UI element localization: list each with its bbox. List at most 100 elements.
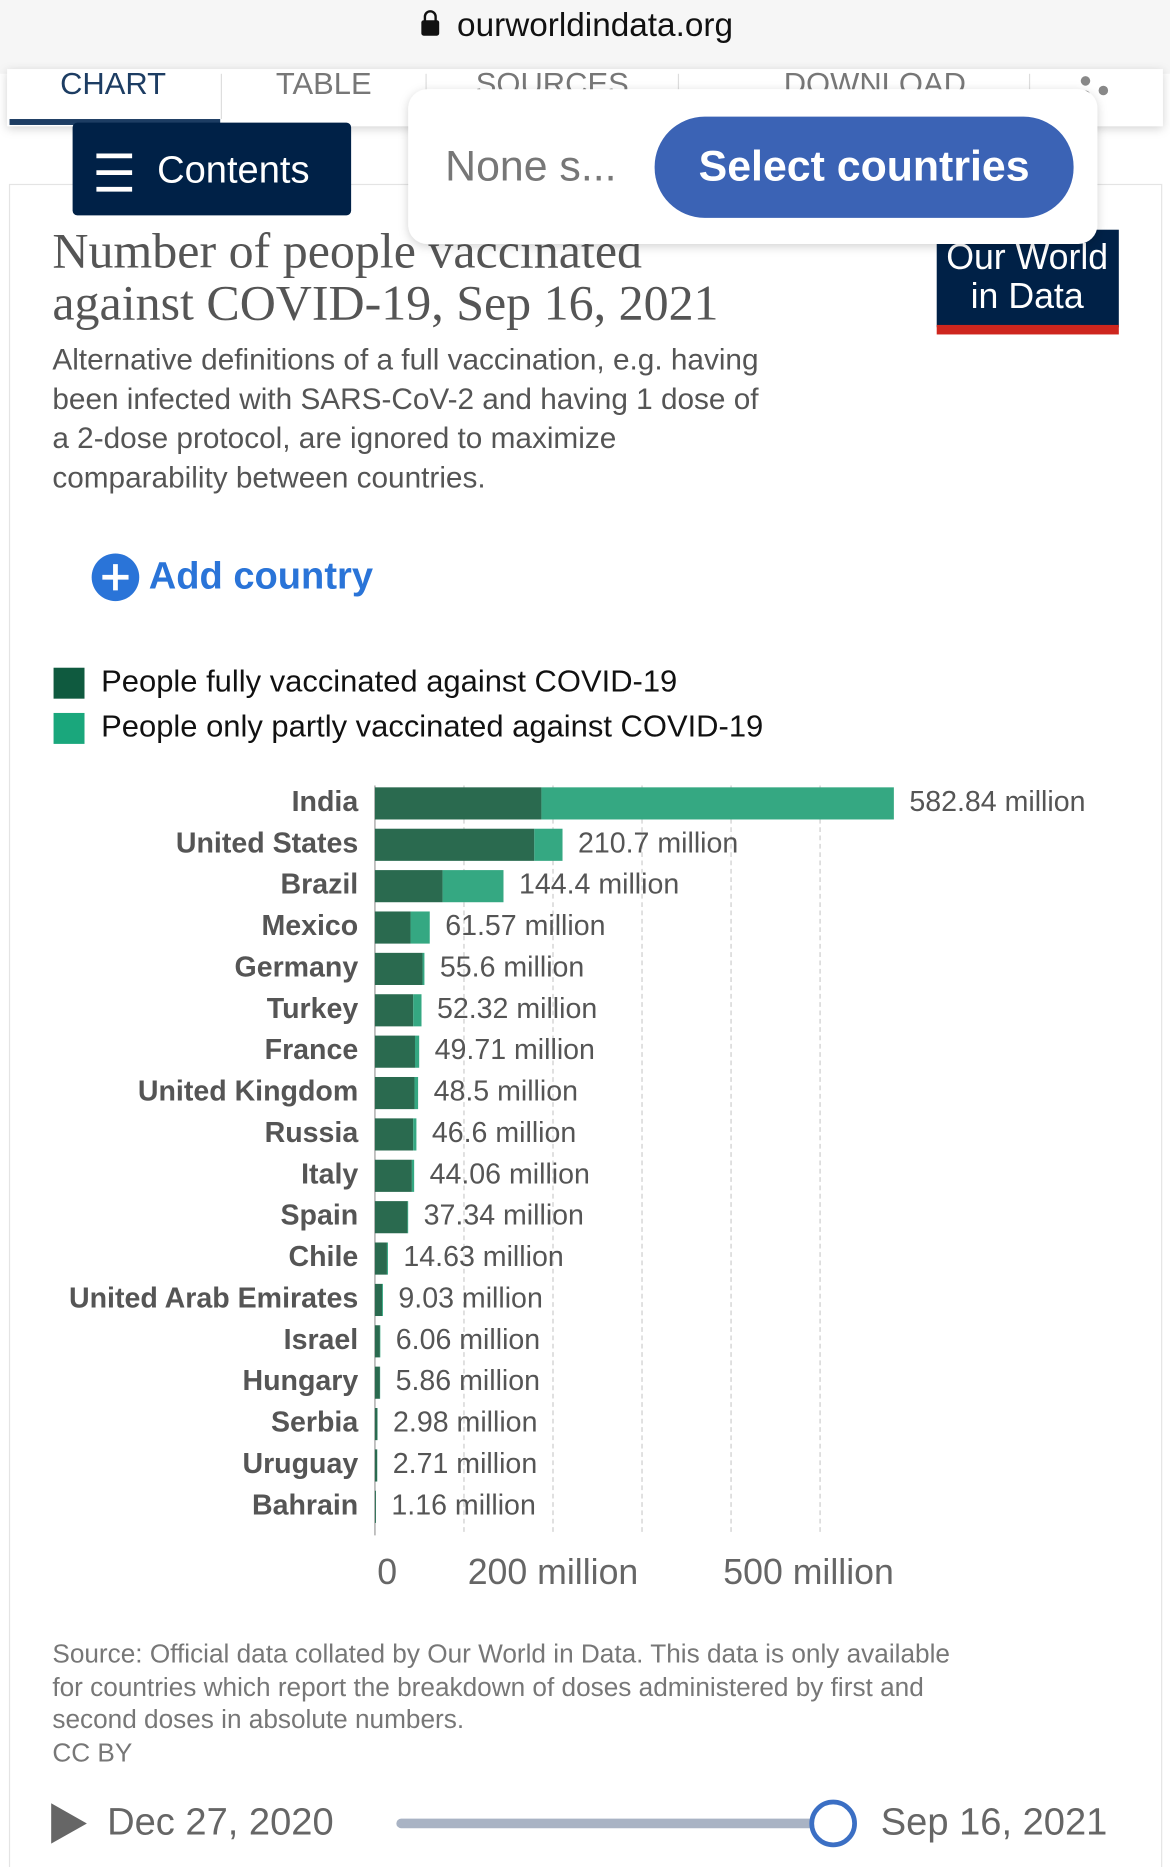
chart-title: against COVID-19, Sep 16, 2021	[52, 275, 718, 331]
bar-segment	[374, 1449, 378, 1482]
select-countries-button[interactable]	[654, 116, 1074, 218]
bar-segment	[374, 1159, 412, 1192]
bar-segment	[374, 1201, 408, 1234]
active-tab-underline	[9, 119, 221, 125]
tab[interactable]: CHART	[60, 66, 166, 101]
menu-icon	[96, 153, 133, 192]
category-label: Uruguay	[242, 1448, 358, 1480]
add-country-icon[interactable]	[91, 553, 140, 602]
bar-segment	[422, 952, 425, 985]
category-label: France	[265, 1034, 359, 1066]
total-label: 144.4 million	[519, 869, 679, 901]
url[interactable]: ourworldindata.org	[457, 7, 733, 44]
bar-segment	[374, 1325, 380, 1358]
picker-placeholder[interactable]: None s...	[445, 142, 616, 190]
select-countries-label[interactable]: Select countries	[699, 142, 1030, 190]
total-label: 210.7 million	[578, 827, 738, 859]
bar-segment	[374, 1490, 376, 1523]
play-button[interactable]	[51, 1803, 87, 1844]
chart-card	[8, 183, 1163, 1867]
bar-segment	[374, 1283, 383, 1317]
total-label: 61.57 million	[445, 910, 605, 942]
category-label: Hungary	[242, 1365, 358, 1397]
bar-segment	[407, 1201, 409, 1234]
bar-segment	[442, 870, 504, 903]
category-label: United States	[176, 827, 358, 859]
bar-segment	[411, 1159, 415, 1192]
timeline-end: Sep 16, 2021	[881, 1802, 1108, 1844]
total-label: 48.5 million	[434, 1076, 578, 1108]
contents-label[interactable]: Contents	[157, 150, 309, 192]
chart-subtitle: Alternative definitions of a full vaccin…	[52, 344, 758, 377]
chart: People fully vaccinated against COVID-19…	[53, 663, 1085, 1592]
category-label: United Arab Emirates	[69, 1282, 358, 1314]
total-label: 55.6 million	[440, 951, 584, 983]
category-label: United Kingdom	[138, 1076, 358, 1108]
chart-subtitle: a 2-dose protocol, are ignored to maximi…	[52, 422, 616, 455]
bar-segment	[374, 994, 414, 1027]
category-label: Italy	[301, 1158, 358, 1190]
total-label: 582.84 million	[909, 786, 1085, 818]
bar-segment	[541, 787, 894, 820]
legend-label: People only partly vaccinated against CO…	[101, 709, 763, 744]
lock-icon	[421, 10, 440, 36]
bar-segment	[414, 1076, 419, 1110]
category-label: Turkey	[267, 993, 359, 1025]
bar-segment	[374, 1118, 414, 1151]
bar-segment	[374, 1366, 380, 1399]
logo[interactable]	[936, 229, 1119, 328]
total-label: 2.98 million	[393, 1407, 537, 1439]
category-label: Germany	[234, 951, 358, 983]
category-label: Spain	[281, 1200, 359, 1232]
legend-swatch	[53, 712, 85, 744]
x-tick-label: 500 million	[723, 1552, 894, 1592]
total-label: 2.71 million	[393, 1448, 537, 1480]
browser-bar	[0, 0, 1170, 74]
bar-segment	[413, 1118, 417, 1151]
total-label: 52.32 million	[437, 993, 597, 1025]
category-label: Brazil	[281, 869, 359, 901]
total-label: 9.03 million	[398, 1282, 542, 1314]
x-tick-label: 0	[377, 1552, 397, 1592]
contents-button[interactable]	[72, 122, 352, 216]
source-note: Source: Official data collated by Our Wo…	[52, 1639, 950, 1669]
logo-stripe	[936, 324, 1119, 335]
bar-segment	[374, 1035, 415, 1068]
category-label: Serbia	[271, 1407, 359, 1439]
tab[interactable]: TABLE	[276, 66, 372, 101]
category-label: Israel	[284, 1324, 359, 1356]
bar-segment	[534, 828, 563, 861]
bar-segment	[374, 1242, 387, 1275]
license[interactable]: CC BY	[52, 1737, 132, 1767]
chart-subtitle: comparability between countries.	[52, 462, 485, 495]
category-label: Bahrain	[252, 1489, 358, 1521]
total-label: 44.06 million	[430, 1158, 590, 1190]
category-label: Russia	[265, 1117, 360, 1149]
total-label: 6.06 million	[396, 1324, 540, 1356]
category-label: India	[292, 786, 360, 818]
bar-segment	[374, 1076, 415, 1110]
bar-segment	[374, 870, 443, 903]
timeline-handle[interactable]	[809, 1799, 857, 1848]
source-note: second doses in absolute numbers.	[52, 1704, 464, 1734]
x-tick-label: 200 million	[468, 1552, 639, 1592]
bar-segment	[386, 1242, 388, 1275]
total-label: 37.34 million	[424, 1200, 584, 1232]
bar-segment	[414, 1035, 420, 1068]
total-label: 49.71 million	[435, 1034, 595, 1066]
total-label: 1.16 million	[391, 1489, 535, 1521]
bar-segment	[382, 1283, 383, 1317]
logo-text: in Data	[971, 276, 1084, 316]
bar-segment	[374, 952, 423, 985]
bar-segment	[374, 787, 542, 820]
timeline-start: Dec 27, 2020	[107, 1802, 334, 1844]
category-label: Chile	[288, 1241, 358, 1273]
legend-swatch	[53, 667, 85, 699]
add-country[interactable]: Add country	[149, 556, 373, 598]
bar-segment	[374, 911, 411, 944]
chart-subtitle: been infected with SARS-CoV-2 and having…	[52, 383, 759, 416]
bar-segment	[413, 994, 422, 1027]
source-note: for countries which report the breakdown…	[52, 1672, 923, 1702]
